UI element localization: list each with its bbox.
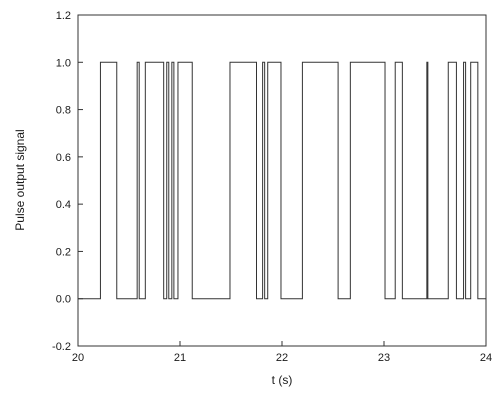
- y-tick-label: 0.8: [56, 105, 71, 117]
- x-tick-label: 24: [480, 352, 492, 364]
- y-tick-label: 0.6: [56, 152, 71, 164]
- x-tick-label: 21: [174, 352, 186, 364]
- y-tick-label: 0.2: [56, 246, 71, 258]
- x-axis-label: t (s): [272, 373, 293, 387]
- y-axis-label: Pulse output signal: [13, 129, 27, 230]
- x-tick-label: 20: [72, 352, 84, 364]
- y-tick-label: 1.2: [56, 10, 71, 22]
- y-tick-label: 0.4: [56, 199, 71, 211]
- pulse-signal-line: [78, 61, 486, 300]
- x-tick-label: 23: [378, 352, 390, 364]
- y-tick-label: 0.0: [56, 294, 71, 306]
- x-tick-label: 22: [276, 352, 288, 364]
- y-axis-ticks: -0.2 0.0 0.2 0.4 0.6 0.8 1.0 1.2: [52, 10, 83, 353]
- y-tick-label: -0.2: [52, 341, 71, 353]
- y-tick-label: 1.0: [56, 57, 71, 69]
- x-axis-ticks: 20 21 22 23 24: [72, 341, 492, 364]
